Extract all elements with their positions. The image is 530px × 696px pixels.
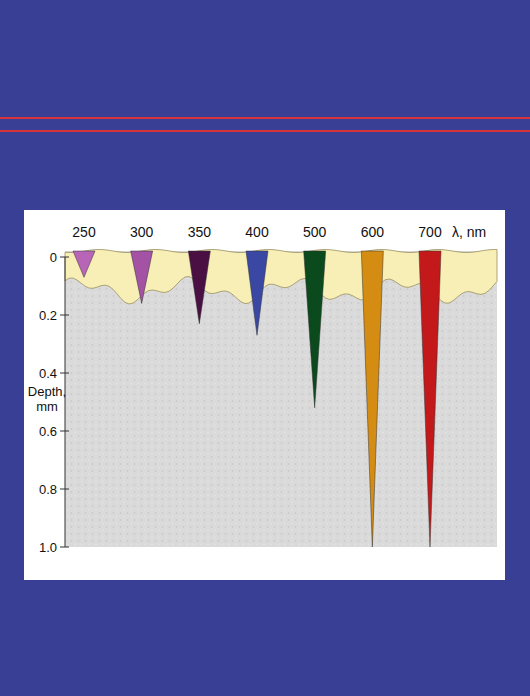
y-tick <box>60 315 69 316</box>
panel <box>24 210 505 580</box>
y-tick <box>60 431 69 432</box>
y-tick-label: 0.8 <box>39 482 57 497</box>
y-axis <box>65 257 66 547</box>
category-label: 500 <box>303 224 327 240</box>
category-label: 250 <box>72 224 96 240</box>
y-axis-title: Depth,mm <box>28 384 66 414</box>
rule-line <box>0 117 530 119</box>
y-tick <box>60 489 69 490</box>
y-tick-label: 1.0 <box>39 540 57 555</box>
y-axis-title-line: Depth, <box>28 384 66 399</box>
category-label: 400 <box>245 224 269 240</box>
marks <box>73 251 441 547</box>
y-tick-label: 0.6 <box>39 424 57 439</box>
y-tick-label: 0.4 <box>39 366 57 381</box>
x-axis-title: λ, nm <box>452 224 486 240</box>
y-tick-label: 0 <box>50 250 57 265</box>
wedge <box>361 251 383 547</box>
rule-line <box>0 130 530 132</box>
wedge <box>419 251 441 547</box>
wedge <box>246 251 268 335</box>
y-tick <box>60 547 69 548</box>
category-label: 300 <box>130 224 154 240</box>
y-axis-title-line: mm <box>36 399 58 414</box>
category-label: 600 <box>361 224 385 240</box>
y-tick <box>60 257 69 258</box>
y-tick <box>60 373 69 374</box>
wedge <box>188 251 210 324</box>
category-label: 350 <box>188 224 212 240</box>
wedge <box>131 251 153 303</box>
chart-root: 250 300 350 400 500 600 700 λ, nm 0 0.2 0.4 0.6 0.8 1… <box>0 0 530 696</box>
category-label: 700 <box>418 224 442 240</box>
y-tick-label: 0.2 <box>39 308 57 323</box>
wedge <box>73 251 95 277</box>
background <box>0 0 530 696</box>
wedge <box>304 251 326 408</box>
